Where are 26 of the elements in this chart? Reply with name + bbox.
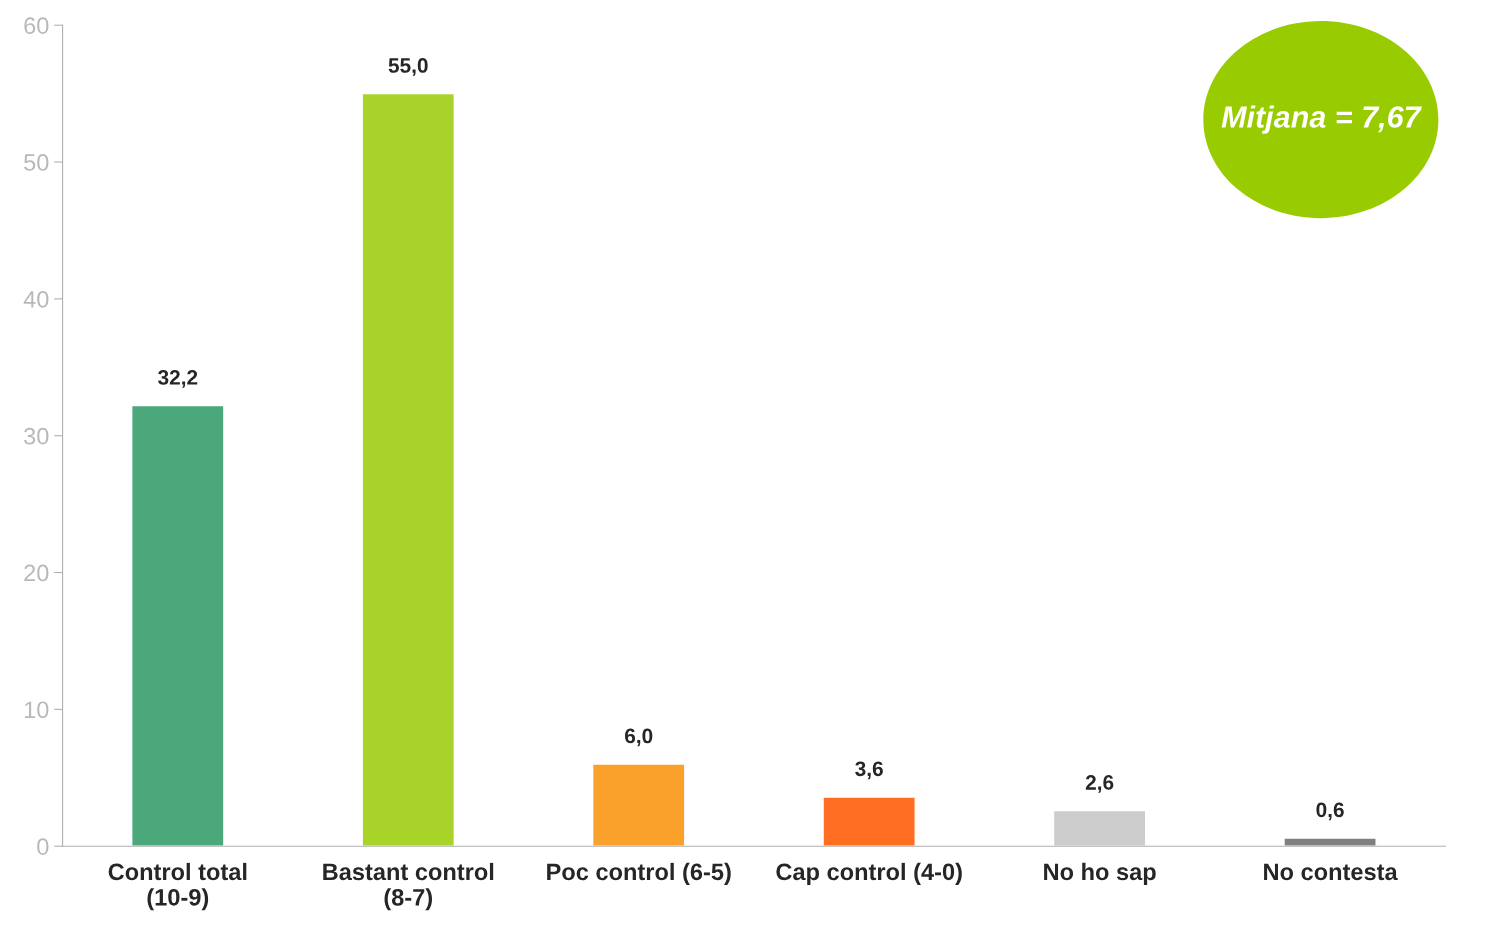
bar xyxy=(591,763,686,847)
data-label: 0,6 xyxy=(1316,802,1344,821)
data-label: 2,6 xyxy=(1085,775,1114,793)
y-tick-label: 40 xyxy=(23,290,49,308)
bar xyxy=(822,796,916,847)
y-tick-label: 60 xyxy=(24,17,49,35)
bar xyxy=(131,404,225,847)
y-tick-label: 50 xyxy=(24,154,49,171)
data-label: 55,0 xyxy=(388,58,428,76)
x-tick-label: No contesta xyxy=(1264,863,1398,881)
bar xyxy=(361,92,456,847)
x-tick-label: Bastant control (8-7) xyxy=(323,862,494,911)
data-label: 32,2 xyxy=(158,370,198,388)
y-tick-label: 20 xyxy=(24,564,49,582)
x-tick-label: Poc control (6-5) xyxy=(547,862,731,885)
data-label: 6,0 xyxy=(625,728,653,747)
x-tick-label: Cap control (4-0) xyxy=(776,862,962,885)
bar xyxy=(1052,809,1147,847)
y-tick-label: 10 xyxy=(24,701,49,719)
annotation: Mitjana = 7,67 xyxy=(1221,105,1422,134)
bar xyxy=(1283,837,1377,847)
x-tick-label: No ho sap xyxy=(1044,862,1156,885)
data-label: 3,6 xyxy=(855,761,883,780)
x-tick-label: Control total (10-9) xyxy=(108,862,247,911)
y-tick-label: 30 xyxy=(24,427,49,445)
y-tick-label: 0 xyxy=(37,838,49,855)
